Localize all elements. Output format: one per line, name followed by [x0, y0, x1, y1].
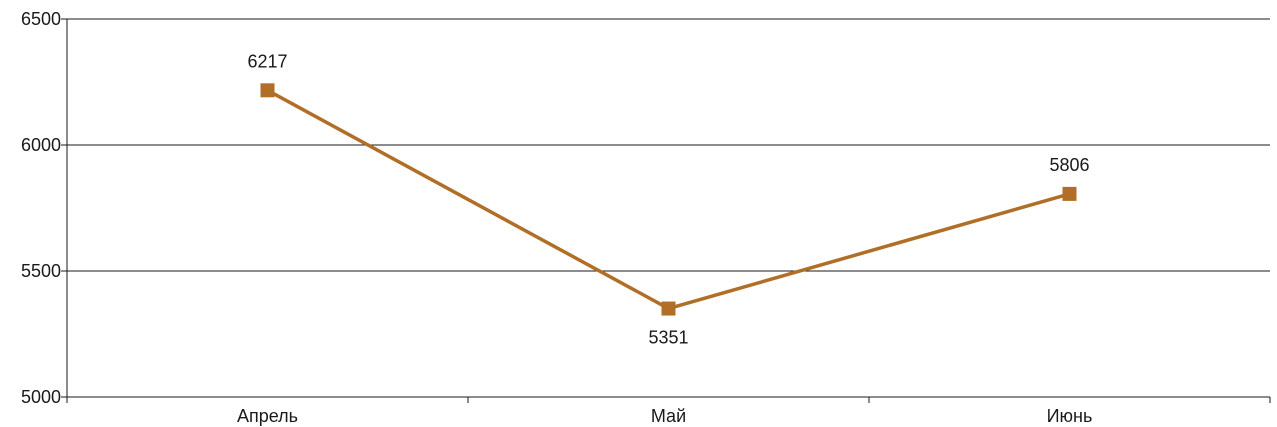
x-tick-label: Апрель: [237, 406, 298, 426]
gridlines: [67, 18, 1270, 272]
data-point-marker: [1062, 186, 1077, 201]
y-tick-label: 6500: [21, 9, 61, 29]
data-label: 6217: [247, 51, 287, 71]
x-axis-tick-labels: Апрель Май Июнь: [237, 406, 1092, 426]
axes: [61, 18, 1271, 403]
y-tick-label: 5500: [21, 261, 61, 281]
data-label: 5806: [1049, 155, 1089, 175]
y-tick-label: 6000: [21, 135, 61, 155]
data-label: 5351: [648, 328, 688, 348]
x-tick-label: Июнь: [1047, 406, 1093, 426]
y-tick-label: 5000: [21, 387, 61, 407]
data-point-marker: [661, 301, 676, 316]
series-layer: [260, 83, 1077, 316]
y-axis-tick-labels: 5000 5500 6000 6500: [21, 9, 61, 407]
series-line: [266, 88, 1070, 311]
data-point-marker: [260, 83, 275, 98]
x-tick-label: Май: [651, 406, 686, 426]
data-labels: 6217 5351 5806: [247, 51, 1089, 347]
